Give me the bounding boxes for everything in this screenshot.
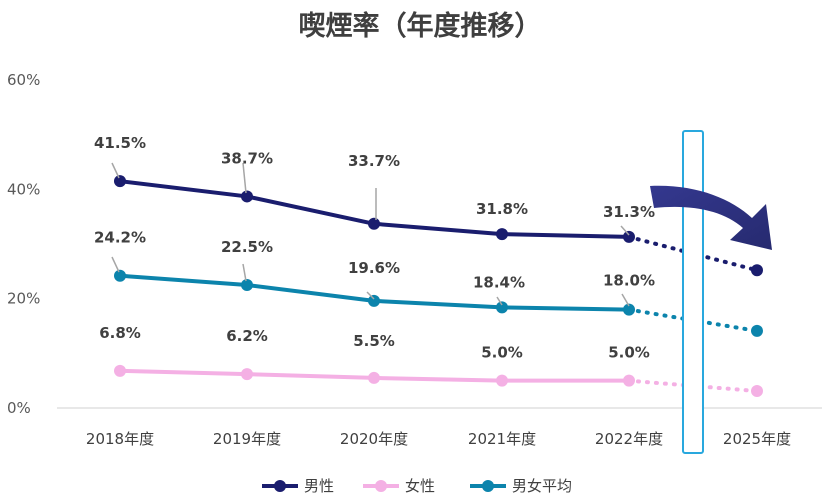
data-label: 19.6% xyxy=(348,259,400,277)
leader-line xyxy=(621,293,630,307)
y-tick-label: 60% xyxy=(7,71,40,89)
labels-layer: 41.5% 38.7% 33.7% 31.8% 31.3% 6.8% 6.2% 5.5% 5.0… xyxy=(94,134,655,362)
legend-swatch-marker xyxy=(482,480,494,492)
axes-layer: 0% 20% 40% 60% 2018年度 2019年度 2020年度 2021年度 2022年… xyxy=(7,71,822,448)
data-label: 33.7% xyxy=(348,152,400,170)
data-label: 22.5% xyxy=(221,238,273,256)
data-point xyxy=(241,190,253,203)
data-point xyxy=(623,374,635,387)
legend-swatch-marker xyxy=(375,480,387,492)
projection-point xyxy=(751,385,763,398)
leader-line xyxy=(620,225,630,236)
data-label: 6.2% xyxy=(226,327,268,345)
chart-title: 喫煙率（年度推移） xyxy=(298,11,542,42)
data-point xyxy=(623,303,635,316)
leader-line xyxy=(111,256,120,273)
data-label: 18.0% xyxy=(603,272,655,290)
data-label: 24.2% xyxy=(94,229,146,247)
trend-arrow xyxy=(650,185,772,250)
data-label: 5.5% xyxy=(353,332,395,350)
data-point xyxy=(368,371,380,384)
y-tick-label: 20% xyxy=(7,290,40,308)
y-tick-label: 40% xyxy=(7,180,40,198)
data-point xyxy=(496,301,508,314)
data-label: 38.7% xyxy=(221,149,273,167)
legend: 男性 女性 男女平均 xyxy=(262,477,572,495)
annotation-layer xyxy=(650,130,772,454)
x-tick-label: 2020年度 xyxy=(340,430,408,448)
y-tick-label: 0% xyxy=(7,399,31,417)
projection-point xyxy=(751,324,763,337)
data-label: 5.0% xyxy=(608,344,650,362)
data-label: 5.0% xyxy=(481,344,523,362)
leader-line xyxy=(242,263,247,282)
data-point xyxy=(496,228,508,241)
projection-line xyxy=(627,234,759,273)
data-point xyxy=(623,230,635,243)
projection-point xyxy=(751,264,763,277)
leader-line xyxy=(242,162,247,194)
data-point xyxy=(368,294,380,307)
data-point xyxy=(241,279,253,291)
data-point xyxy=(496,374,508,387)
leader-line xyxy=(496,296,503,306)
data-label: 31.8% xyxy=(476,200,528,218)
x-tick-label: 2021年度 xyxy=(468,430,536,448)
legend-label: 男女平均 xyxy=(512,477,572,495)
data-label: 18.4% xyxy=(473,273,525,291)
data-point xyxy=(114,175,126,188)
axis-break-marker xyxy=(682,130,704,454)
x-tick-label: 2018年度 xyxy=(86,430,154,448)
data-point xyxy=(241,368,253,381)
data-label: 41.5% xyxy=(94,134,146,152)
x-tick-label: 2025年度 xyxy=(723,430,791,448)
data-label: 31.3% xyxy=(603,203,655,221)
legend-swatch-marker xyxy=(274,480,286,492)
legend-label: 男性 xyxy=(304,477,334,495)
series-layer xyxy=(114,175,763,398)
leader-line xyxy=(366,291,375,300)
x-tick-label: 2019年度 xyxy=(213,430,281,448)
data-point xyxy=(114,269,126,282)
data-label: 6.8% xyxy=(99,324,141,342)
data-point xyxy=(114,364,126,377)
leader-line xyxy=(111,162,120,179)
data-point xyxy=(368,217,380,230)
x-tick-label: 2022年度 xyxy=(595,430,663,448)
legend-label: 女性 xyxy=(405,477,435,495)
